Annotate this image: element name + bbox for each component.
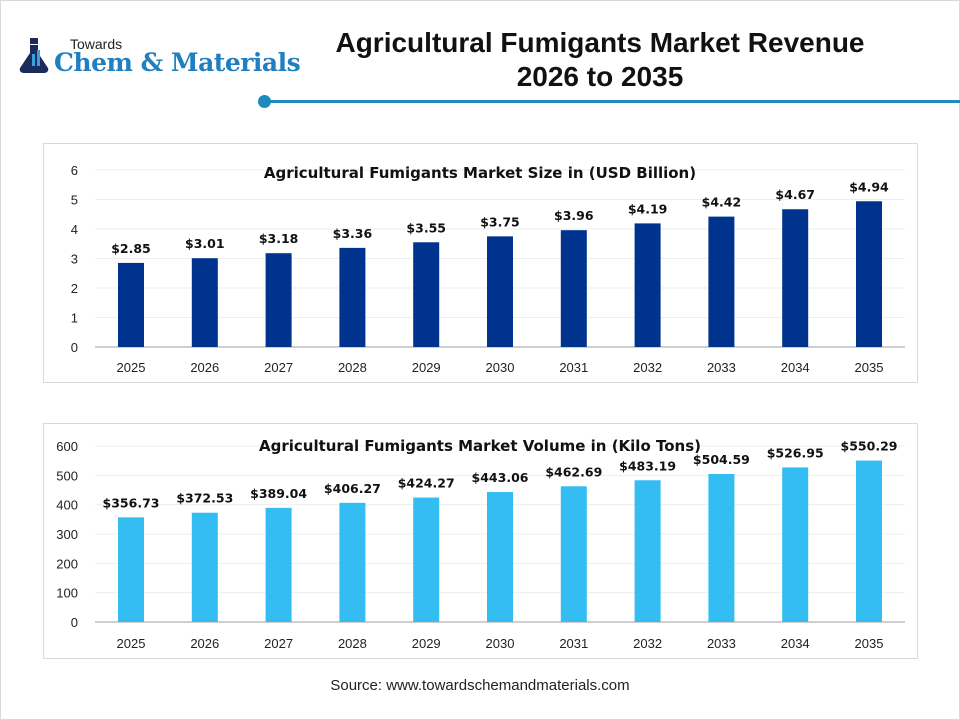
y-tick-label: 300 — [56, 527, 78, 542]
bar-2029 — [413, 242, 440, 347]
data-label: $443.06 — [472, 470, 529, 485]
x-tick-label: 2027 — [264, 360, 293, 375]
x-tick-label: 2027 — [264, 636, 293, 651]
data-label: $372.53 — [176, 491, 233, 506]
y-tick-label: 600 — [56, 439, 78, 454]
y-tick-label: 2 — [71, 281, 78, 296]
bar-2032 — [634, 223, 661, 347]
market-size-chart-panel — [43, 143, 918, 383]
y-tick-label: 400 — [56, 498, 78, 513]
source-text: Source: www.towardschemandmaterials.com — [330, 677, 630, 694]
data-label: $4.67 — [775, 187, 815, 202]
bar-2031 — [560, 230, 587, 347]
x-tick-label: 2033 — [707, 636, 736, 651]
title-line-2: 2026 to 2035 — [516, 61, 684, 92]
bar-2033 — [708, 473, 735, 622]
divider-dot — [258, 95, 271, 108]
bar-2031 — [560, 486, 587, 622]
data-label: $483.19 — [619, 458, 676, 473]
logo-big-text: Chem & Materials — [54, 48, 301, 77]
y-tick-label: 6 — [71, 163, 78, 178]
x-tick-label: 2030 — [486, 636, 515, 651]
bar-2026 — [191, 258, 218, 347]
x-tick-label: 2028 — [338, 360, 367, 375]
page-title: Agricultural Fumigants Market Revenue 20… — [300, 26, 900, 94]
data-label: $3.96 — [554, 208, 594, 223]
x-tick-label: 2033 — [707, 360, 736, 375]
bar-2030 — [487, 236, 513, 347]
data-label: $3.18 — [259, 231, 299, 246]
y-tick-label: 0 — [71, 340, 78, 355]
chart-title: Agricultural Fumigants Market Volume in … — [259, 437, 701, 455]
data-label: $4.19 — [628, 201, 668, 216]
data-label: $3.55 — [406, 220, 446, 235]
bar-2034 — [782, 467, 809, 622]
bar-2033 — [708, 216, 735, 347]
data-label: $526.95 — [767, 445, 824, 460]
x-tick-label: 2034 — [781, 636, 810, 651]
x-tick-label: 2029 — [412, 360, 441, 375]
x-tick-label: 2026 — [190, 360, 219, 375]
y-tick-label: 100 — [56, 586, 78, 601]
y-tick-label: 1 — [71, 311, 78, 326]
bar-2032 — [634, 480, 661, 622]
data-label: $504.59 — [693, 452, 750, 467]
bar-2028 — [339, 502, 366, 622]
y-tick-label: 200 — [56, 556, 78, 571]
data-label: $356.73 — [103, 495, 160, 510]
bar-2030 — [487, 492, 513, 622]
data-label: $389.04 — [250, 486, 307, 501]
x-tick-label: 2032 — [633, 636, 662, 651]
y-tick-label: 500 — [56, 468, 78, 483]
logo-small-text: Towards — [70, 36, 123, 52]
title-line-1: Agricultural Fumigants Market Revenue — [335, 27, 865, 58]
title-divider — [265, 100, 960, 103]
data-label: $3.36 — [333, 226, 373, 241]
bar-2025 — [118, 517, 144, 622]
bar-2035 — [856, 201, 882, 347]
x-tick-label: 2032 — [633, 360, 662, 375]
bar-2028 — [339, 247, 366, 347]
data-label: $462.69 — [545, 464, 602, 479]
x-tick-label: 2025 — [117, 360, 146, 375]
x-tick-label: 2034 — [781, 360, 810, 375]
bar-2025 — [118, 262, 144, 347]
x-tick-label: 2030 — [486, 360, 515, 375]
bar-2027 — [265, 253, 292, 347]
bar-2027 — [265, 507, 292, 622]
y-tick-label: 4 — [71, 222, 78, 237]
data-label: $550.29 — [841, 439, 898, 454]
y-tick-label: 5 — [71, 193, 78, 208]
bar-2026 — [191, 512, 218, 622]
data-label: $406.27 — [324, 481, 381, 496]
chart-title: Agricultural Fumigants Market Size in (U… — [264, 164, 696, 182]
bar-2034 — [782, 209, 809, 347]
x-tick-label: 2035 — [855, 636, 884, 651]
market-volume-chart-panel — [43, 423, 918, 659]
y-tick-label: 0 — [71, 615, 78, 630]
x-tick-label: 2031 — [559, 360, 588, 375]
data-label: $3.01 — [185, 236, 225, 251]
data-label: $4.94 — [849, 179, 889, 194]
x-tick-label: 2025 — [117, 636, 146, 651]
y-tick-label: 3 — [71, 252, 78, 267]
x-tick-label: 2026 — [190, 636, 219, 651]
data-label: $3.75 — [480, 214, 520, 229]
x-tick-label: 2031 — [559, 636, 588, 651]
data-label: $424.27 — [398, 476, 455, 491]
data-label: $4.42 — [702, 195, 742, 210]
bar-2029 — [413, 497, 440, 622]
x-tick-label: 2029 — [412, 636, 441, 651]
data-label: $2.85 — [111, 241, 151, 256]
bar-2035 — [856, 460, 882, 622]
flask-icon — [19, 38, 49, 73]
x-tick-label: 2028 — [338, 636, 367, 651]
x-tick-label: 2035 — [855, 360, 884, 375]
